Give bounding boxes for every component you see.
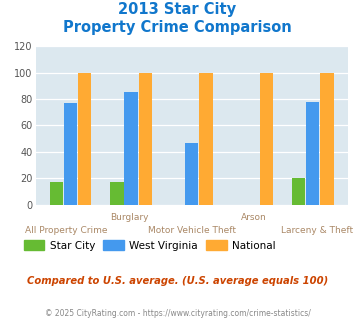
Text: Compared to U.S. average. (U.S. average equals 100): Compared to U.S. average. (U.S. average … (27, 276, 328, 285)
Bar (306, 102, 320, 205)
Bar (78, 73, 92, 205)
Bar (199, 73, 213, 205)
Bar (292, 178, 305, 205)
Bar (50, 182, 63, 205)
Text: Motor Vehicle Theft: Motor Vehicle Theft (148, 226, 236, 235)
Bar (320, 73, 334, 205)
Text: Larceny & Theft: Larceny & Theft (280, 226, 353, 235)
Text: Burglary: Burglary (110, 213, 148, 222)
Bar (185, 143, 198, 205)
Bar (110, 182, 124, 205)
Bar (139, 73, 152, 205)
Bar (125, 92, 138, 205)
Legend: Star City, West Virginia, National: Star City, West Virginia, National (20, 236, 280, 255)
Text: Arson: Arson (241, 213, 267, 222)
Text: 2013 Star City: 2013 Star City (119, 2, 236, 16)
Bar (64, 103, 77, 205)
Text: All Property Crime: All Property Crime (26, 226, 108, 235)
Bar (260, 73, 273, 205)
Text: © 2025 CityRating.com - https://www.cityrating.com/crime-statistics/: © 2025 CityRating.com - https://www.city… (45, 309, 310, 317)
Text: Property Crime Comparison: Property Crime Comparison (63, 20, 292, 35)
